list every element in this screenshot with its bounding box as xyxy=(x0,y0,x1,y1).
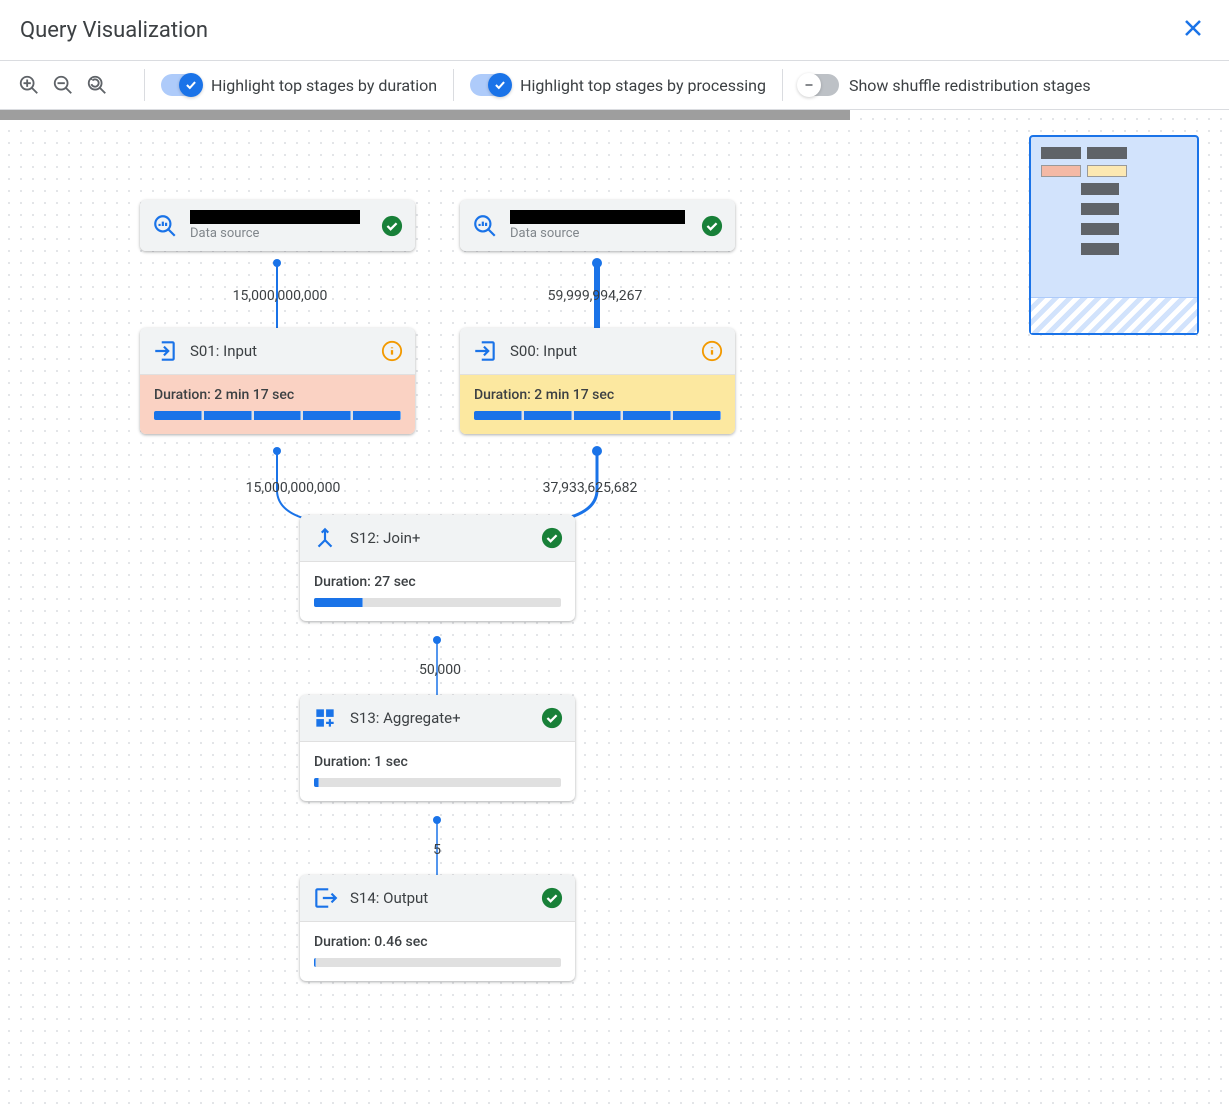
edge-label: 15,000,000,000 xyxy=(233,288,328,304)
duration-label: Duration: 0.46 sec xyxy=(314,934,561,950)
check-icon xyxy=(493,78,507,92)
toggle-highlight-duration[interactable]: Highlight top stages by duration xyxy=(161,74,437,96)
close-button[interactable] xyxy=(1177,12,1209,48)
toggle-highlight-processing[interactable]: Highlight top stages by processing xyxy=(470,74,766,96)
node-body: Duration: 27 sec xyxy=(300,562,575,621)
progress-bar xyxy=(314,958,561,967)
zoom-controls xyxy=(18,74,128,96)
node-s01-input[interactable]: S01: Input Duration: 2 min 17 sec xyxy=(140,328,415,434)
separator xyxy=(144,69,145,101)
node-title-block: Data source xyxy=(510,210,689,241)
redacted-title xyxy=(190,210,360,224)
node-title: S00: Input xyxy=(510,342,577,360)
node-header: Data source xyxy=(460,200,735,251)
toggle-switch[interactable] xyxy=(470,74,510,96)
node-header: S12: Join+ xyxy=(300,515,575,562)
page-title: Query Visualization xyxy=(20,18,208,43)
node-subtitle: Data source xyxy=(510,226,689,241)
zoom-in-icon[interactable] xyxy=(18,74,40,96)
aggregate-icon xyxy=(312,705,338,731)
duration-label: Duration: 1 sec xyxy=(314,754,561,770)
info-icon xyxy=(701,340,723,362)
node-header: Data source xyxy=(140,200,415,251)
input-icon xyxy=(472,338,498,364)
node-title: S13: Aggregate+ xyxy=(350,709,461,727)
toggle-switch[interactable] xyxy=(799,74,839,96)
node-header: S14: Output xyxy=(300,875,575,922)
zoom-out-icon[interactable] xyxy=(52,74,74,96)
node-title: S01: Input xyxy=(190,342,257,360)
minus-icon xyxy=(803,79,815,91)
redacted-title xyxy=(510,210,685,224)
node-header: S00: Input xyxy=(460,328,735,375)
success-icon xyxy=(541,887,563,909)
node-body: Duration: 1 sec xyxy=(300,742,575,801)
edge-label: 50,000 xyxy=(419,662,461,678)
minimap[interactable] xyxy=(1029,135,1199,335)
toggle-label: Highlight top stages by processing xyxy=(520,76,766,95)
node-body: Duration: 2 min 17 sec xyxy=(140,375,415,434)
toggle-shuffle-stages[interactable]: Show shuffle redistribution stages xyxy=(799,74,1091,96)
toggle-switch[interactable] xyxy=(161,74,201,96)
progress-bar xyxy=(154,411,401,420)
node-title: S12: Join+ xyxy=(350,529,420,547)
edge-label: 37,933,625,682 xyxy=(543,480,638,496)
toggle-label: Highlight top stages by duration xyxy=(211,76,437,95)
node-subtitle: Data source xyxy=(190,226,369,241)
node-s13-aggregate[interactable]: S13: Aggregate+ Duration: 1 sec xyxy=(300,695,575,801)
node-body: Duration: 2 min 17 sec xyxy=(460,375,735,434)
join-icon xyxy=(312,525,338,551)
separator xyxy=(782,69,783,101)
success-icon xyxy=(541,527,563,549)
input-icon xyxy=(152,338,178,364)
node-body: Duration: 0.46 sec xyxy=(300,922,575,981)
node-header: S01: Input xyxy=(140,328,415,375)
node-s00-input[interactable]: S00: Input Duration: 2 min 17 sec xyxy=(460,328,735,434)
datasource-icon xyxy=(472,213,498,239)
minimap-body xyxy=(1031,137,1197,255)
duration-label: Duration: 2 min 17 sec xyxy=(154,387,401,403)
header: Query Visualization xyxy=(0,0,1229,61)
datasource-icon xyxy=(152,213,178,239)
edge-label: 59,999,994,267 xyxy=(548,288,643,304)
zoom-reset-icon[interactable] xyxy=(86,74,108,96)
progress-bar xyxy=(474,411,721,420)
success-icon xyxy=(701,215,723,237)
node-title-block: Data source xyxy=(190,210,369,241)
node-title: S14: Output xyxy=(350,889,428,907)
toolbar: Highlight top stages by duration Highlig… xyxy=(0,61,1229,110)
node-s12-join[interactable]: S12: Join+ Duration: 27 sec xyxy=(300,515,575,621)
close-icon xyxy=(1181,16,1205,40)
progress-bar xyxy=(314,598,561,607)
separator xyxy=(453,69,454,101)
toggle-label: Show shuffle redistribution stages xyxy=(849,76,1091,95)
duration-label: Duration: 2 min 17 sec xyxy=(474,387,721,403)
info-icon xyxy=(381,340,403,362)
node-datasource-1[interactable]: Data source xyxy=(140,200,415,251)
node-header: S13: Aggregate+ xyxy=(300,695,575,742)
minimap-out-of-view xyxy=(1031,297,1197,333)
edge-label: 15,000,000,000 xyxy=(246,480,341,496)
horizontal-scrollbar[interactable] xyxy=(0,110,850,120)
node-datasource-2[interactable]: Data source xyxy=(460,200,735,251)
query-graph-canvas[interactable]: 15,000,000,000 59,999,994,267 15,000,000… xyxy=(0,110,1229,1105)
node-s14-output[interactable]: S14: Output Duration: 0.46 sec xyxy=(300,875,575,981)
success-icon xyxy=(541,707,563,729)
output-icon xyxy=(312,885,338,911)
success-icon xyxy=(381,215,403,237)
edge-label: 5 xyxy=(433,842,441,858)
check-icon xyxy=(184,78,198,92)
duration-label: Duration: 27 sec xyxy=(314,574,561,590)
progress-bar xyxy=(314,778,561,787)
